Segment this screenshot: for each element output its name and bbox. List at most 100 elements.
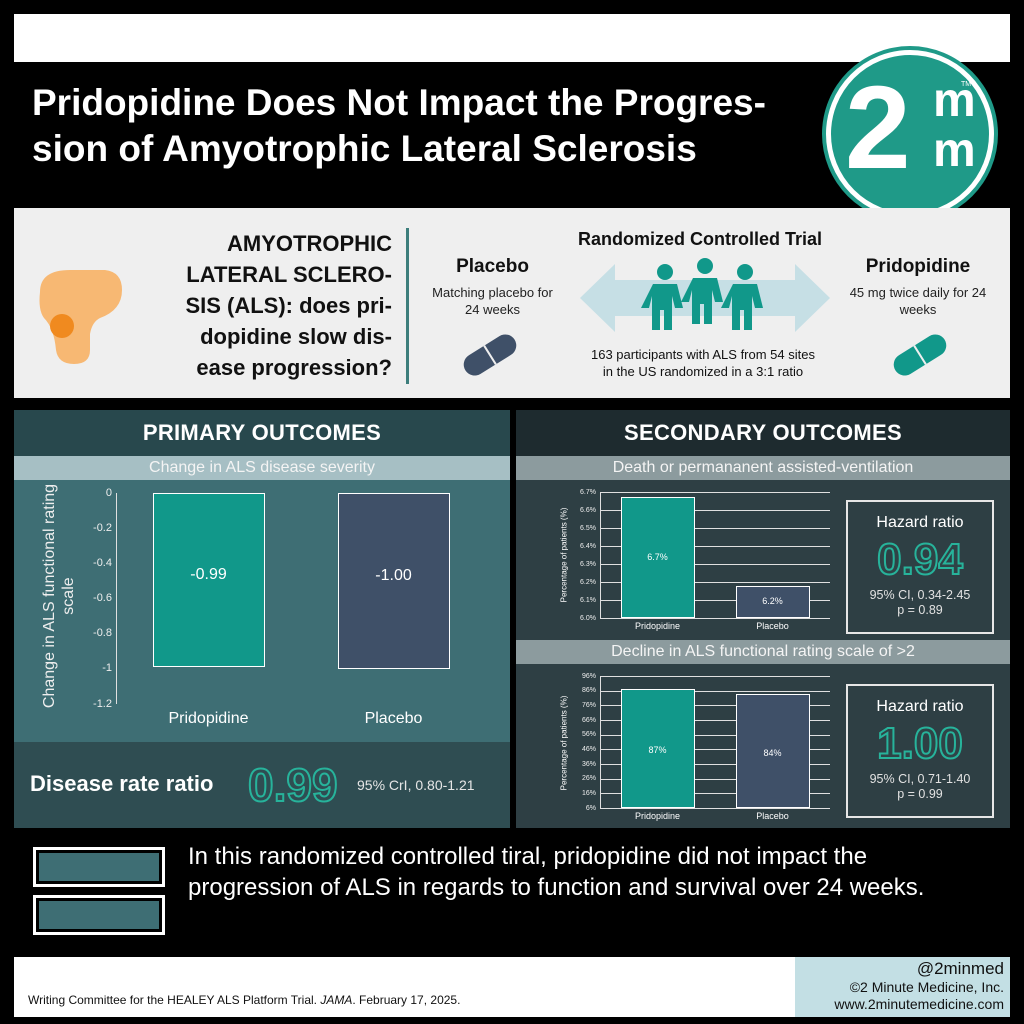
x-category-label: Pridopidine: [168, 710, 249, 727]
primary-y-axis-label-wrap: Change in ALS functional rating scale: [41, 484, 77, 708]
y-tick-label: 86%: [581, 687, 596, 695]
footer-band: [14, 957, 795, 1017]
conclusion-text: In this randomized controlled tiral, pri…: [188, 843, 925, 901]
logo-m-top: m: [933, 74, 976, 127]
primary-subtitle: Change in ALS disease severity: [149, 459, 375, 476]
brand-copyright: ©2 Minute Medicine, Inc.: [849, 979, 1004, 995]
pridopidine-title: Pridopidine: [865, 256, 971, 277]
top-band: [14, 14, 1010, 62]
y-tick-label: 26%: [581, 775, 596, 783]
brain-icon: [39, 270, 122, 364]
y-tick-label: 46%: [581, 745, 596, 753]
x-category-label: Pridopidine: [634, 811, 681, 821]
bar-data-label: 6.7%: [647, 552, 668, 563]
gridline: [600, 564, 830, 565]
gridline: [600, 808, 830, 809]
y-tick-label: 36%: [581, 760, 596, 768]
gridline: [600, 546, 830, 547]
y-tick-label: 6%: [585, 804, 596, 812]
y-tick-label: 6.6%: [580, 506, 596, 514]
citation-authors: Writing Committee for the HEALEY ALS Pla…: [28, 993, 321, 1007]
primary-subband: Change in ALS disease severity: [14, 456, 510, 480]
y-tick-label: -1: [102, 662, 112, 675]
secondary-subtitle-2: Decline in ALS functional rating scale o…: [611, 643, 915, 660]
citation-date: . February 17, 2025.: [352, 993, 461, 1007]
chart-bar: [735, 693, 810, 808]
secondary-2-y-label-wrap: Percentage of patients (%): [552, 676, 576, 810]
y-tick-label: 6.2%: [580, 578, 596, 586]
hazard-ratio-label: Hazard ratio: [876, 698, 964, 715]
gridline: [600, 720, 830, 721]
gridline: [600, 676, 830, 677]
gridline: [600, 705, 830, 707]
chart-bar: [620, 497, 695, 618]
gridline: [600, 492, 830, 493]
secondary-subtitle-1: Death or permananent assisted-ventilatio…: [612, 459, 914, 476]
y-tick-label: 0: [105, 486, 112, 499]
y-tick-label: -0.2: [93, 521, 112, 534]
y-tick-label: 16%: [581, 789, 596, 797]
gridline: [600, 600, 830, 601]
hazard-ratio-stats: 95% CI, 0.34-2.45 p = 0.89: [848, 588, 992, 618]
brand-handle: @2minmed: [916, 959, 1004, 978]
question-line: ease progression?: [196, 355, 392, 380]
question-line: dopidine slow dis-: [200, 324, 392, 349]
bar-data-label: -1.00: [375, 566, 412, 584]
conclusion-bar-icon: [33, 847, 165, 887]
gridline: [600, 793, 830, 795]
rate-ratio-value: 0.99: [247, 759, 339, 811]
question-line: SIS (ALS): does pri-: [185, 293, 392, 318]
gridline: [600, 618, 830, 619]
hazard-ratio-p: p = 0.99: [897, 787, 943, 801]
hazard-ratio-box-2: Hazard ratio 1.00 95% CI, 0.71-1.40 p = …: [846, 684, 994, 818]
logo-m-bottom: m: [933, 124, 976, 177]
conclusion-band: [62, 834, 1010, 954]
gridline: [600, 582, 830, 583]
bar-data-label: 84%: [763, 747, 782, 758]
gridline: [600, 528, 830, 529]
participants-note: 163 participants with ALS from 54 sites …: [548, 346, 858, 380]
placebo-desc-line: Matching placebo for: [432, 285, 553, 300]
placebo-arm: Placebo Matching placebo for 24 weeks: [420, 256, 565, 318]
pridopidine-arm: Pridopidine 45 mg twice daily for 24 wee…: [838, 256, 998, 318]
hazard-ratio-p: p = 0.89: [897, 603, 943, 617]
study-question: AMYOTROPHIC LATERAL SCLERO- SIS (ALS): d…: [150, 228, 392, 383]
citation-journal: JAMA: [320, 993, 353, 1007]
y-tick-label: -0.4: [93, 556, 112, 569]
gridline: [600, 749, 830, 751]
intro-divider: [406, 228, 409, 384]
chart-bar: [337, 493, 450, 669]
citation: Writing Committee for the HEALEY ALS Pla…: [28, 993, 460, 1007]
primary-header: PRIMARY OUTCOMES: [14, 410, 510, 456]
y-axis-line: [116, 493, 117, 704]
brand-footer: @2minmed ©2 Minute Medicine, Inc. www.2m…: [795, 957, 1010, 1017]
primary-y-axis-label: Change in ALS functional rating scale: [41, 483, 77, 709]
y-axis-line: [600, 676, 601, 808]
chart-bar: [620, 689, 695, 808]
gridline: [600, 734, 830, 736]
brand-logo: 2 m m TM: [826, 50, 994, 218]
x-category-label: Placebo: [756, 811, 789, 821]
hazard-ratio-label: Hazard ratio: [876, 514, 964, 531]
placebo-desc-line: 24 weeks: [465, 302, 520, 317]
secondary-header: SECONDARY OUTCOMES: [516, 410, 1010, 456]
x-category-label: Placebo: [364, 710, 423, 727]
y-tick-label: 66%: [581, 716, 596, 724]
chart-bar: [152, 493, 265, 668]
placebo-title: Placebo: [456, 256, 529, 277]
secondary-subband-1: Death or permananent assisted-ventilatio…: [516, 456, 1010, 480]
y-tick-label: 6.7%: [580, 488, 596, 496]
gridline: [600, 510, 830, 511]
brand-url: www.2minutemedicine.com: [834, 996, 1004, 1012]
participants-line: in the US randomized in a 3:1 ratio: [602, 364, 804, 379]
hazard-ratio-box-1: Hazard ratio 0.94 95% CI, 0.34-2.45 p = …: [846, 500, 994, 634]
hazard-ratio-value: 0.94: [876, 535, 964, 585]
bar-data-label: -0.99: [190, 565, 227, 583]
primary-title: PRIMARY OUTCOMES: [142, 420, 382, 445]
rate-ratio-ci: 95% CrI, 0.80-1.21: [357, 777, 475, 793]
y-tick-label: 6.4%: [580, 542, 596, 550]
y-tick-label: -1.2: [93, 697, 112, 710]
hazard-ratio-ci: 95% CI, 0.34-2.45: [869, 588, 971, 602]
hazard-ratio-ci: 95% CI, 0.71-1.40: [869, 772, 971, 786]
